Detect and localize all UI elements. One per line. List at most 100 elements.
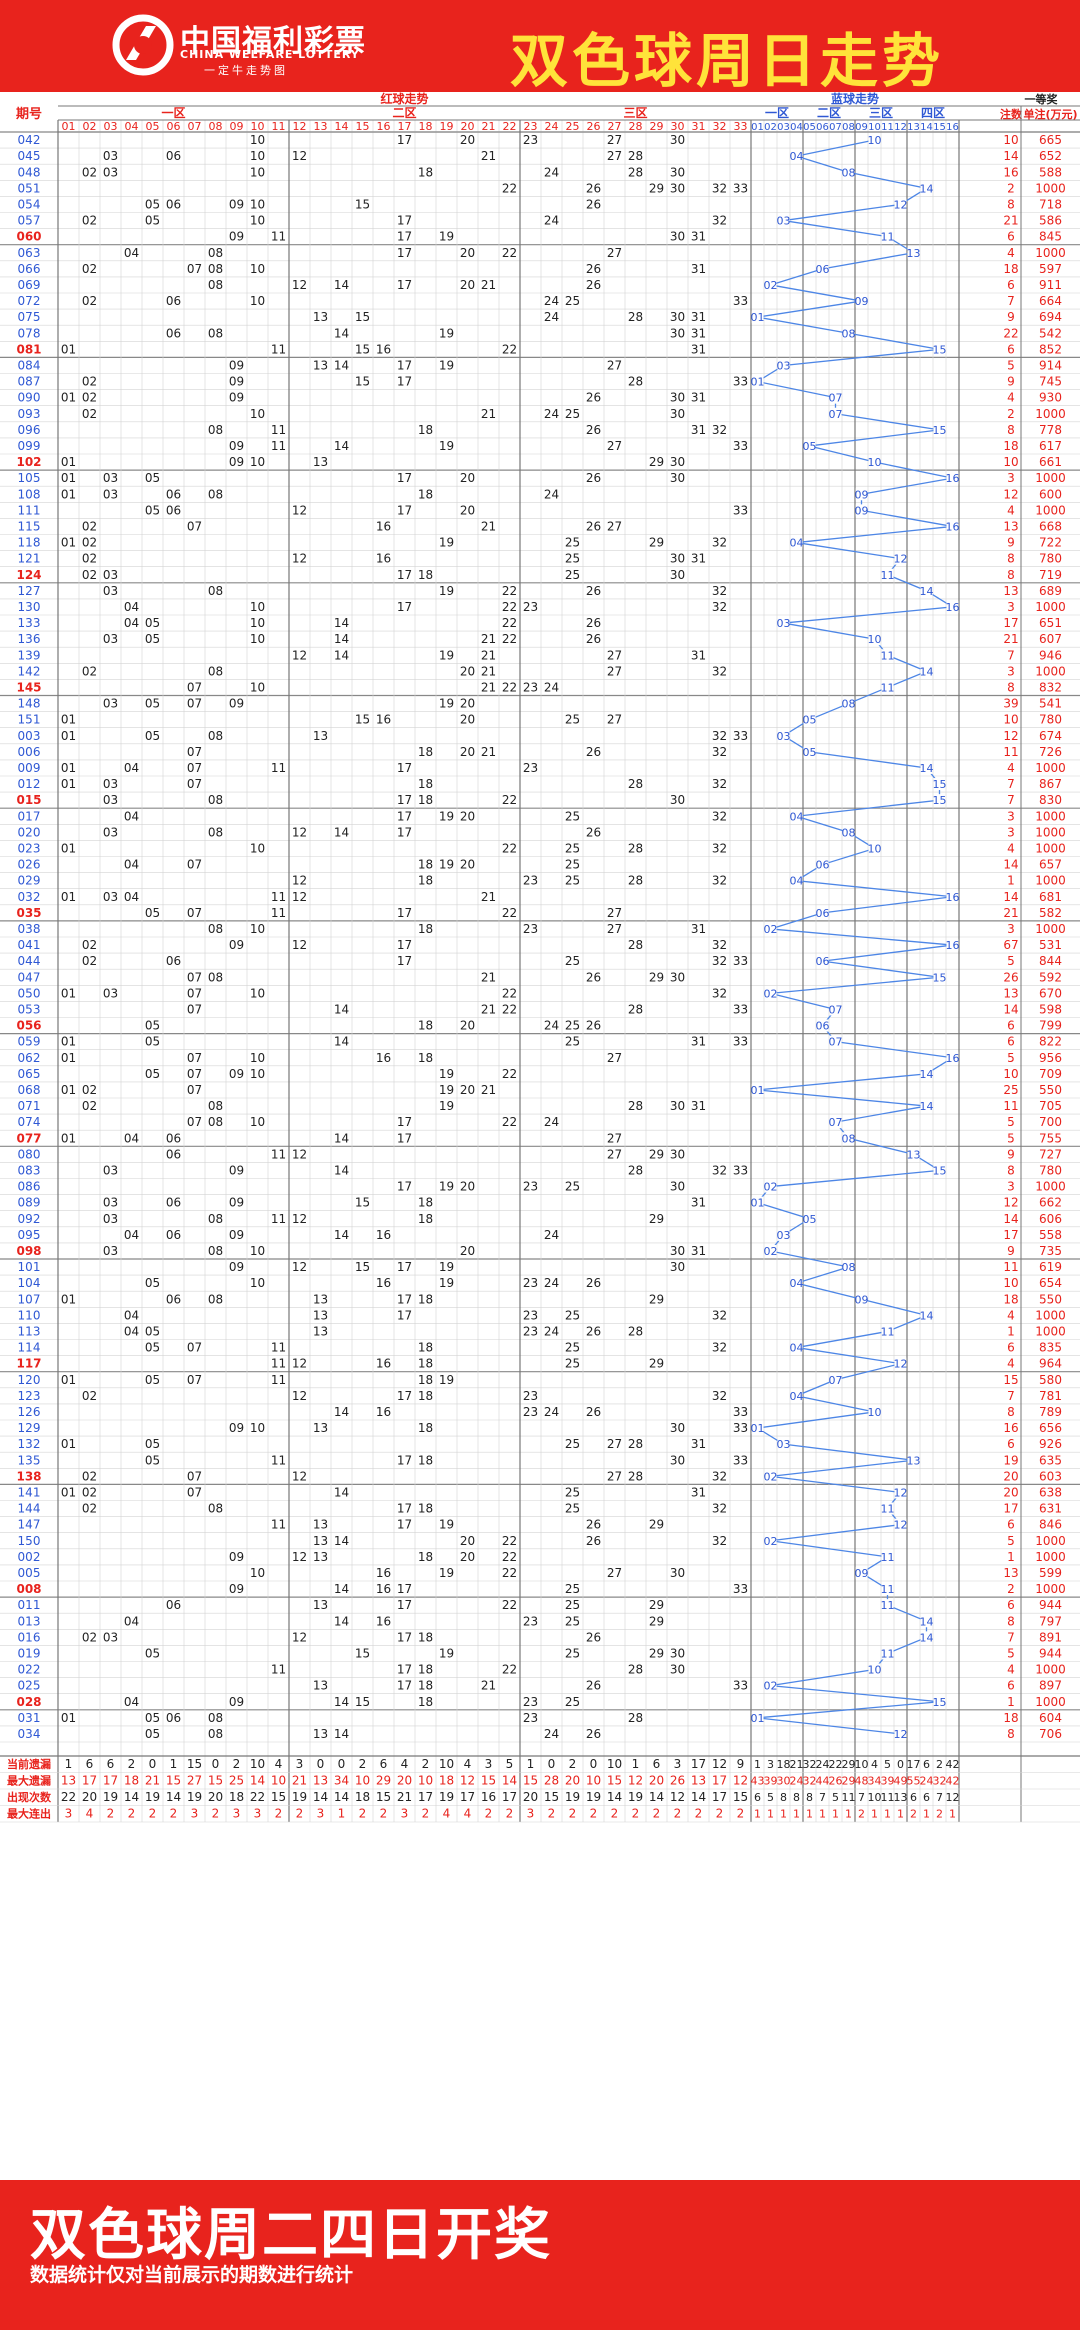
winner-count: 26	[1003, 970, 1018, 984]
red-ball-number: 23	[523, 1308, 538, 1322]
red-ball-number: 07	[187, 761, 202, 775]
stats-red-value: 2	[485, 1807, 493, 1821]
blue-ball-bg	[881, 230, 894, 243]
stats-red-value: 2	[275, 1807, 283, 1821]
blue-ball-bg	[816, 858, 829, 871]
red-ball-number: 07	[187, 1469, 202, 1483]
red-ball-number: 07	[187, 858, 202, 872]
blue-ball-bg	[829, 1035, 842, 1048]
blue-ball-number: 14	[920, 1100, 934, 1113]
red-ball-number: 33	[733, 375, 748, 389]
red-ball-number: 26	[586, 262, 601, 276]
red-ball-number: 04	[124, 600, 139, 614]
red-ball-number: 08	[208, 326, 223, 340]
red-ball-number: 30	[670, 568, 685, 582]
blue-ball-number: 08	[842, 327, 856, 340]
stats-red-value: 12	[712, 1757, 727, 1771]
red-ball-number: 33	[733, 1453, 748, 1467]
prize-amount: 600	[1039, 487, 1062, 501]
blue-ball-number: 04	[790, 1342, 804, 1355]
issue-number: 063	[18, 246, 41, 260]
red-ball-number: 17	[397, 1115, 412, 1129]
red-ball-number: 07	[187, 680, 202, 694]
issue-number: 129	[18, 1421, 41, 1435]
red-ball-number: 32	[712, 1389, 727, 1403]
blue-ball-number: 10	[868, 842, 882, 855]
red-ball-number: 24	[544, 214, 559, 228]
red-ball-number: 27	[607, 133, 622, 147]
red-number-header: 18	[419, 120, 433, 133]
red-ball-number: 19	[439, 1260, 454, 1274]
prize-amount: 956	[1039, 1051, 1062, 1065]
blue-ball-bg	[842, 1261, 855, 1274]
red-ball-number: 05	[145, 616, 160, 630]
stats-red-value: 28	[544, 1774, 559, 1788]
red-ball-number: 13	[313, 358, 328, 372]
winner-count: 11	[1003, 1260, 1018, 1274]
stats-blue-value: 1	[897, 1808, 904, 1821]
blue-ball-bg	[764, 1679, 777, 1692]
red-ball-number: 07	[187, 697, 202, 711]
red-ball-number: 18	[418, 1679, 433, 1693]
stats-blue-value: 1	[819, 1808, 826, 1821]
stats-red-value: 2	[128, 1757, 136, 1771]
blue-ball-number: 14	[920, 1615, 934, 1628]
winner-count: 7	[1007, 648, 1015, 662]
blue-ball-bg	[751, 375, 764, 388]
winner-count: 12	[1003, 729, 1018, 743]
red-ball-number: 26	[586, 584, 601, 598]
red-ball-number: 05	[145, 1453, 160, 1467]
winner-count: 39	[1003, 697, 1018, 711]
prize-amount: 726	[1039, 745, 1062, 759]
issue-number: 022	[18, 1663, 41, 1677]
red-ball-number: 21	[481, 1083, 496, 1097]
blue-ball-bg	[751, 311, 764, 324]
blue-ball-bg	[920, 1309, 933, 1322]
winner-count: 2	[1007, 1582, 1015, 1596]
red-ball-number: 02	[82, 938, 97, 952]
stats-blue-value: 2	[936, 1808, 943, 1821]
stats-red-value: 14	[166, 1790, 181, 1804]
red-ball-number: 06	[166, 1196, 181, 1210]
red-ball-number: 10	[250, 1051, 265, 1065]
red-ball-number: 21	[481, 970, 496, 984]
prize-amount: 755	[1039, 1131, 1062, 1145]
red-ball-number: 17	[397, 906, 412, 920]
red-ball-number: 13	[313, 455, 328, 469]
red-ball-number: 28	[628, 165, 643, 179]
prize-amount: 1000	[1035, 471, 1066, 485]
red-ball-number: 33	[733, 181, 748, 195]
red-ball-number: 01	[61, 536, 76, 550]
red-ball-number: 26	[586, 519, 601, 533]
stats-red-value: 25	[229, 1774, 244, 1788]
red-ball-number: 02	[82, 1630, 97, 1644]
red-ball-number: 12	[292, 1212, 307, 1226]
stats-blue-value: 32	[803, 1775, 817, 1788]
stats-blue-value: 39	[764, 1775, 778, 1788]
red-ball-number: 02	[82, 1099, 97, 1113]
blue-number-header: 02	[764, 122, 777, 133]
blue-ball-bg	[751, 1083, 764, 1096]
prize-amount: 674	[1039, 729, 1062, 743]
blue-ball-number: 03	[777, 730, 791, 743]
issue-number: 048	[18, 165, 41, 179]
red-ball-number: 31	[691, 922, 706, 936]
stats-red-value: 3	[191, 1807, 199, 1821]
stats-red-value: 17	[103, 1774, 118, 1788]
prize-amount: 598	[1039, 1002, 1062, 1016]
prize-amount: 638	[1039, 1485, 1062, 1499]
red-ball-number: 20	[460, 133, 475, 147]
blue-ball-number: 06	[816, 907, 830, 920]
red-ball-number: 09	[229, 1196, 244, 1210]
stats-label: 最大遗漏	[7, 1774, 51, 1788]
blue-ball-bg	[894, 1357, 907, 1370]
red-ball-number: 17	[397, 1180, 412, 1194]
winner-count: 14	[1003, 858, 1018, 872]
red-ball-number: 31	[691, 648, 706, 662]
prize-amount: 1000	[1035, 1582, 1066, 1596]
blue-number-header: 06	[816, 122, 829, 133]
prize-amount: 1000	[1035, 874, 1066, 888]
red-ball-number: 01	[61, 729, 76, 743]
prize-amount: 635	[1039, 1453, 1062, 1467]
stats-label: 最大连出	[7, 1807, 51, 1821]
